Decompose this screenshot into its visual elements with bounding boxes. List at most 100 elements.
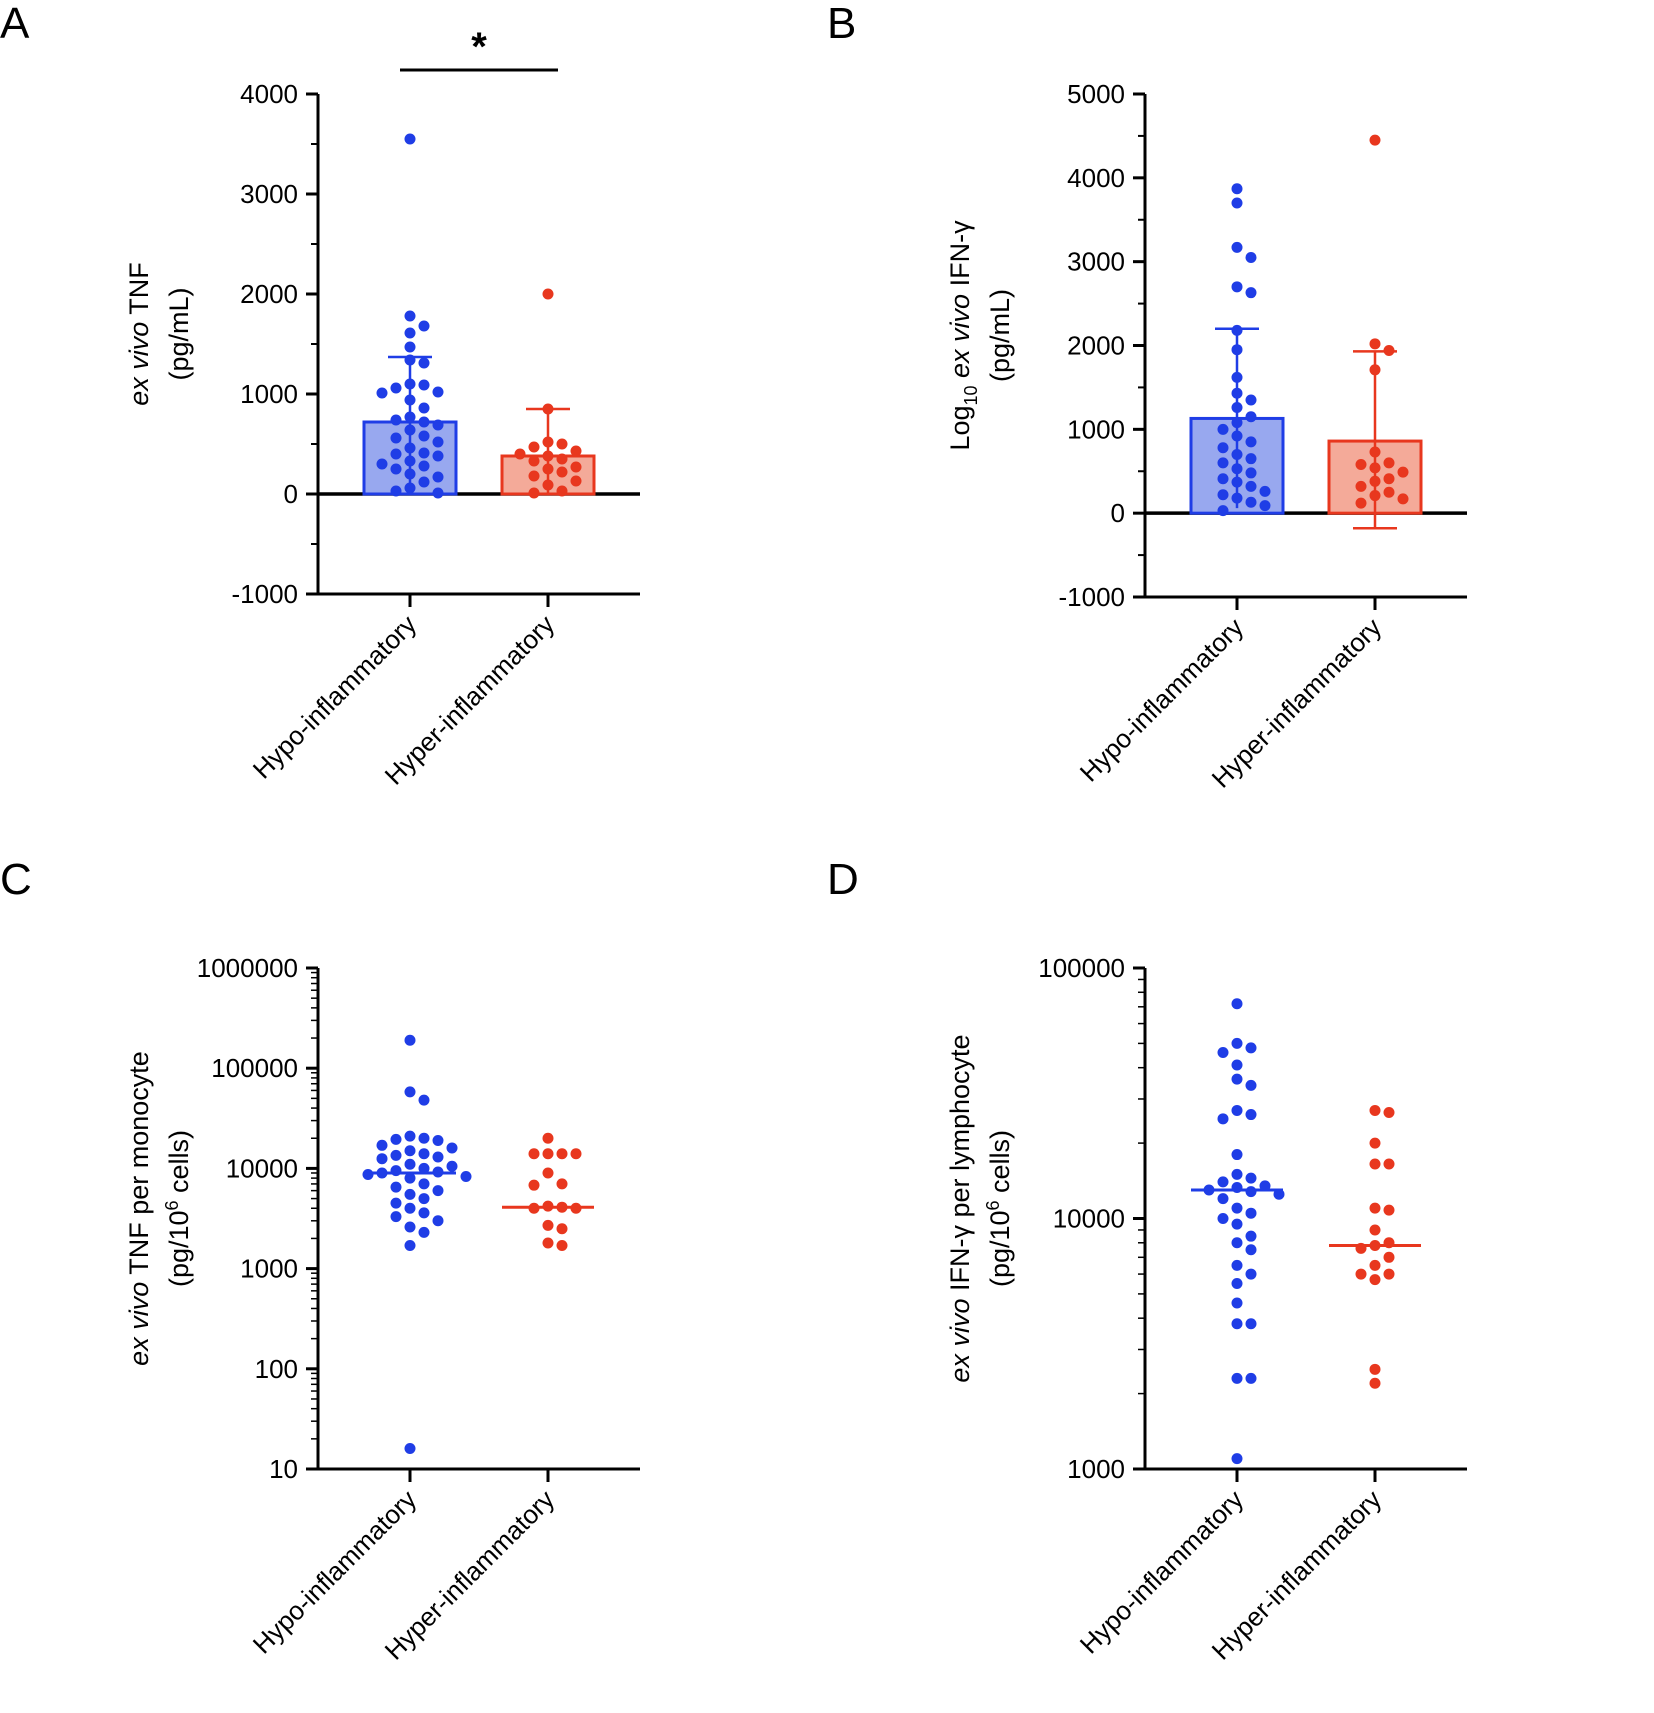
data-point xyxy=(528,470,540,482)
y-axis-label-italic: ex vivo xyxy=(124,1282,154,1366)
y-axis-unit: (pg/106 cells) xyxy=(162,1130,194,1287)
y-tick-label: 3000 xyxy=(240,179,298,209)
y-axis-label-italic: ex vivo xyxy=(945,294,975,378)
data-point xyxy=(1245,287,1257,299)
data-point xyxy=(404,378,416,390)
y-axis-unit: (pg/mL) xyxy=(985,289,1015,382)
data-point xyxy=(432,436,444,448)
data-point xyxy=(418,320,430,332)
data-point xyxy=(1217,505,1229,517)
data-point xyxy=(1245,467,1257,479)
data-point xyxy=(404,1188,416,1200)
data-point xyxy=(1231,476,1243,488)
data-point xyxy=(570,475,582,487)
data-point xyxy=(528,487,540,499)
y-axis-label-text: TNF xyxy=(124,262,154,322)
data-point xyxy=(1369,1202,1381,1214)
data-point xyxy=(542,436,554,448)
y-axis-label-italic: ex vivo xyxy=(945,1299,975,1383)
data-point xyxy=(1231,1453,1243,1465)
significance-marker: * xyxy=(471,25,487,69)
data-point xyxy=(542,288,554,300)
data-point xyxy=(1231,241,1243,253)
data-point xyxy=(432,487,444,499)
data-point xyxy=(542,463,554,475)
data-point xyxy=(1231,183,1243,195)
data-point xyxy=(390,1149,402,1161)
data-point xyxy=(514,448,526,460)
data-point xyxy=(1369,1363,1381,1375)
data-point xyxy=(418,430,430,442)
data-point xyxy=(404,468,416,480)
data-point xyxy=(1245,436,1257,448)
y-tick-label: 100000 xyxy=(1038,953,1125,983)
y-tick-label: 1000 xyxy=(240,1254,298,1284)
data-point xyxy=(1259,500,1271,512)
data-point xyxy=(1231,324,1243,336)
data-point xyxy=(390,1133,402,1145)
data-point xyxy=(542,1219,554,1231)
panel-letter: A xyxy=(0,0,30,48)
data-point xyxy=(1369,1158,1381,1170)
y-tick-label: 100 xyxy=(255,1354,298,1384)
data-point xyxy=(390,1211,402,1223)
data-point xyxy=(404,133,416,145)
data-point xyxy=(542,479,554,491)
data-point xyxy=(404,394,416,406)
data-point xyxy=(418,379,430,391)
y-tick-label: 10000 xyxy=(1053,1204,1125,1234)
data-point xyxy=(460,1171,472,1183)
y-axis-label: Log10 ex vivo IFN-γ xyxy=(945,220,981,451)
data-point xyxy=(1259,485,1271,497)
data-point xyxy=(1231,402,1243,414)
data-point xyxy=(1355,1242,1367,1254)
data-point xyxy=(404,455,416,467)
data-point xyxy=(1217,1213,1229,1224)
data-point xyxy=(376,1153,388,1165)
data-point xyxy=(528,1148,540,1160)
data-point xyxy=(1231,197,1243,209)
data-point xyxy=(432,1215,444,1227)
panel-letter: D xyxy=(827,855,859,904)
data-point xyxy=(1231,1297,1243,1309)
data-point xyxy=(418,357,430,369)
data-point xyxy=(542,1148,554,1160)
data-point xyxy=(1259,1180,1271,1192)
data-point xyxy=(390,432,402,444)
data-point xyxy=(1231,1149,1243,1161)
panel-d: D 1000 10000 100000 ex vivo IFN-γ per lympho… xyxy=(827,855,1654,1712)
panel-b: B -1000 0 1000 2000 3000 4000 5000 Log10 ex vivo… xyxy=(827,0,1654,856)
data-point xyxy=(1231,998,1243,1010)
y-tick-label: 10000 xyxy=(226,1153,298,1183)
data-point xyxy=(404,1034,416,1046)
data-point xyxy=(418,1193,430,1205)
data-point xyxy=(1231,448,1243,460)
data-point xyxy=(1245,1186,1257,1198)
data-point xyxy=(376,387,388,399)
data-point xyxy=(1369,446,1381,458)
data-point xyxy=(1355,480,1367,492)
data-point xyxy=(418,476,430,488)
y-axis-label: ex vivo IFN-γ per lymphocyte xyxy=(945,1034,975,1382)
data-point xyxy=(390,448,402,460)
data-point xyxy=(1231,1181,1243,1193)
chart-a: A -1000 0 1000 2000 3000 4000 ex vivo TNF (pg/mL… xyxy=(0,0,640,791)
data-point xyxy=(1217,423,1229,435)
data-point xyxy=(376,1139,388,1151)
data-point xyxy=(542,1167,554,1179)
data-point xyxy=(404,1202,416,1214)
data-point xyxy=(1231,1037,1243,1049)
data-point xyxy=(1217,1193,1229,1205)
data-point xyxy=(432,419,444,431)
data-point xyxy=(418,1162,430,1174)
data-point xyxy=(556,453,568,465)
data-point xyxy=(1231,463,1243,475)
data-point xyxy=(1231,1073,1243,1085)
data-point xyxy=(404,341,416,353)
y-tick-label: -1000 xyxy=(232,579,299,609)
data-point xyxy=(404,310,416,322)
data-point xyxy=(1397,466,1409,478)
data-point xyxy=(1245,411,1257,423)
data-point xyxy=(528,441,540,453)
y-tick-label: 1000 xyxy=(1067,414,1125,444)
